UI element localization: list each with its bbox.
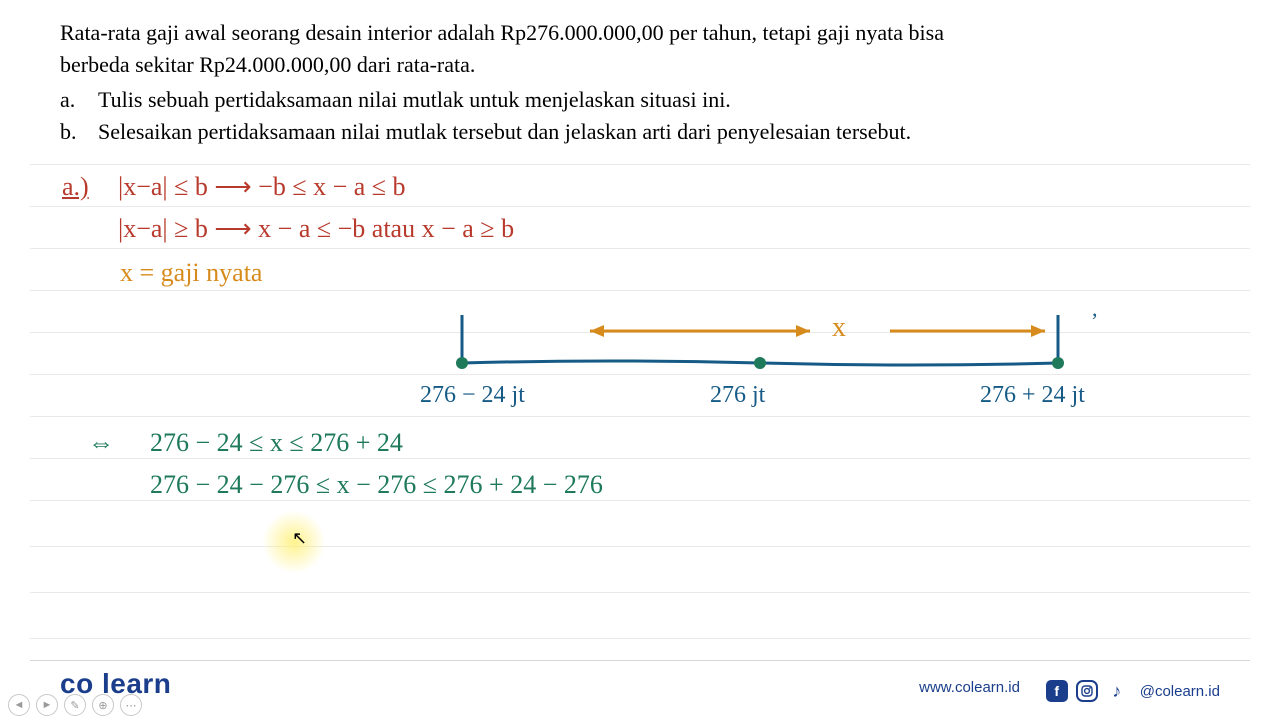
playback-controls: ◄ ► ✎ ⊕ ⋯ <box>8 694 142 716</box>
footer-url[interactable]: www.colearn.id <box>919 679 1020 696</box>
problem-line2: berbeda sekitar Rp24.000.000,00 dari rat… <box>60 50 1210 80</box>
diagram-x-label: x <box>832 312 846 344</box>
tick-mid-label: 276 jt <box>710 382 765 409</box>
footer: co learn www.colearn.id f ♪ @colearn.id <box>0 660 1280 720</box>
item-b-text: Selesaikan pertidaksamaan nilai mutlak t… <box>98 117 911 147</box>
problem-text: Rata-rata gaji awal seorang desain inter… <box>60 18 1210 147</box>
hand-a-label: a.) <box>62 172 89 202</box>
stray-mark: , <box>1092 296 1098 322</box>
rule-line <box>30 164 1250 165</box>
rule-line <box>30 546 1250 547</box>
more-button[interactable]: ⋯ <box>120 694 142 716</box>
page: Rata-rata gaji awal seorang desain inter… <box>0 0 1280 720</box>
hand-orange-def: x = gaji nyata <box>120 258 262 288</box>
rule-line <box>30 500 1250 501</box>
item-b-mark: b. <box>60 117 98 147</box>
iff-symbol: ⇔ <box>88 428 114 458</box>
facebook-icon[interactable]: f <box>1046 680 1068 702</box>
tick-left-label: 276 − 24 jt <box>420 382 525 409</box>
zoom-button[interactable]: ⊕ <box>92 694 114 716</box>
rule-line <box>30 206 1250 207</box>
social-handle[interactable]: @colearn.id <box>1140 683 1220 700</box>
item-a-text: Tulis sebuah pertidaksamaan nilai mutlak… <box>98 85 731 115</box>
problem-line1: Rata-rata gaji awal seorang desain inter… <box>60 18 1210 48</box>
hand-red-2: |x−a| ≥ b ⟶ x − a ≤ −b atau x − a ≥ b <box>118 214 514 244</box>
footer-divider <box>30 660 1250 661</box>
rule-line <box>30 638 1250 639</box>
cursor-icon: ↖ <box>292 528 307 549</box>
rule-line <box>30 416 1250 417</box>
rule-line <box>30 248 1250 249</box>
rule-line <box>30 592 1250 593</box>
hand-red-1: |x−a| ≤ b ⟶ −b ≤ x − a ≤ b <box>118 172 406 202</box>
rule-line <box>30 458 1250 459</box>
pen-button[interactable]: ✎ <box>64 694 86 716</box>
social-icons: f ♪ @colearn.id <box>1046 680 1220 702</box>
green-line-2: 276 − 24 − 276 ≤ x − 276 ≤ 276 + 24 − 27… <box>150 470 603 500</box>
item-a-mark: a. <box>60 85 98 115</box>
rule-line <box>30 290 1250 291</box>
tiktok-icon[interactable]: ♪ <box>1106 680 1128 702</box>
instagram-icon[interactable] <box>1076 680 1098 702</box>
prev-button[interactable]: ◄ <box>8 694 30 716</box>
play-button[interactable]: ► <box>36 694 58 716</box>
tick-right-label: 276 + 24 jt <box>980 382 1085 409</box>
green-line-1: 276 − 24 ≤ x ≤ 276 + 24 <box>150 428 403 458</box>
